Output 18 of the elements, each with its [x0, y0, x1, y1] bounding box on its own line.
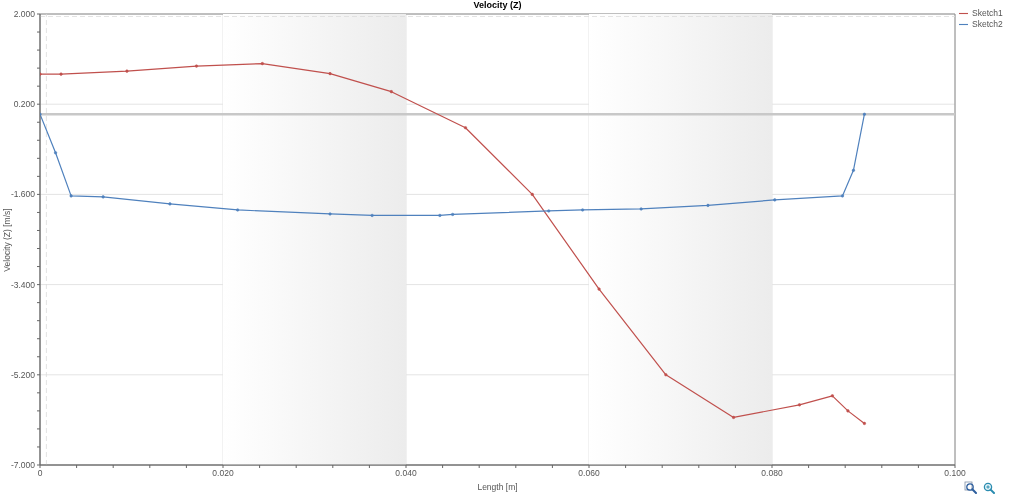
x-axis-title: Length [m] [477, 482, 518, 492]
y-tick-label: 2.000 [13, 9, 36, 20]
x-tick-label: 0.020 [212, 468, 234, 479]
x-tick-label: 0.040 [395, 468, 417, 479]
x-tick-label: 0.060 [578, 468, 600, 479]
x-tick-label: 0 [37, 468, 43, 479]
x-tick-label: 0.100 [944, 468, 966, 479]
y-tick-label: 0.200 [13, 99, 36, 110]
x-tick-label: 0.080 [761, 468, 783, 479]
y-tick-label: -3.400 [10, 279, 36, 290]
y-tick-label: -1.600 [10, 189, 36, 200]
line-series [40, 62, 866, 425]
chart-title: Velocity (Z) [473, 0, 522, 10]
legend-label: Sketch2 [972, 19, 1003, 29]
y-axis-title: Velocity (Z) [m/s] [2, 207, 12, 272]
legend-label: Sketch1 [972, 8, 1003, 18]
y-tick-label: -5.200 [10, 369, 36, 380]
y-tick-label: -7.000 [10, 460, 36, 471]
